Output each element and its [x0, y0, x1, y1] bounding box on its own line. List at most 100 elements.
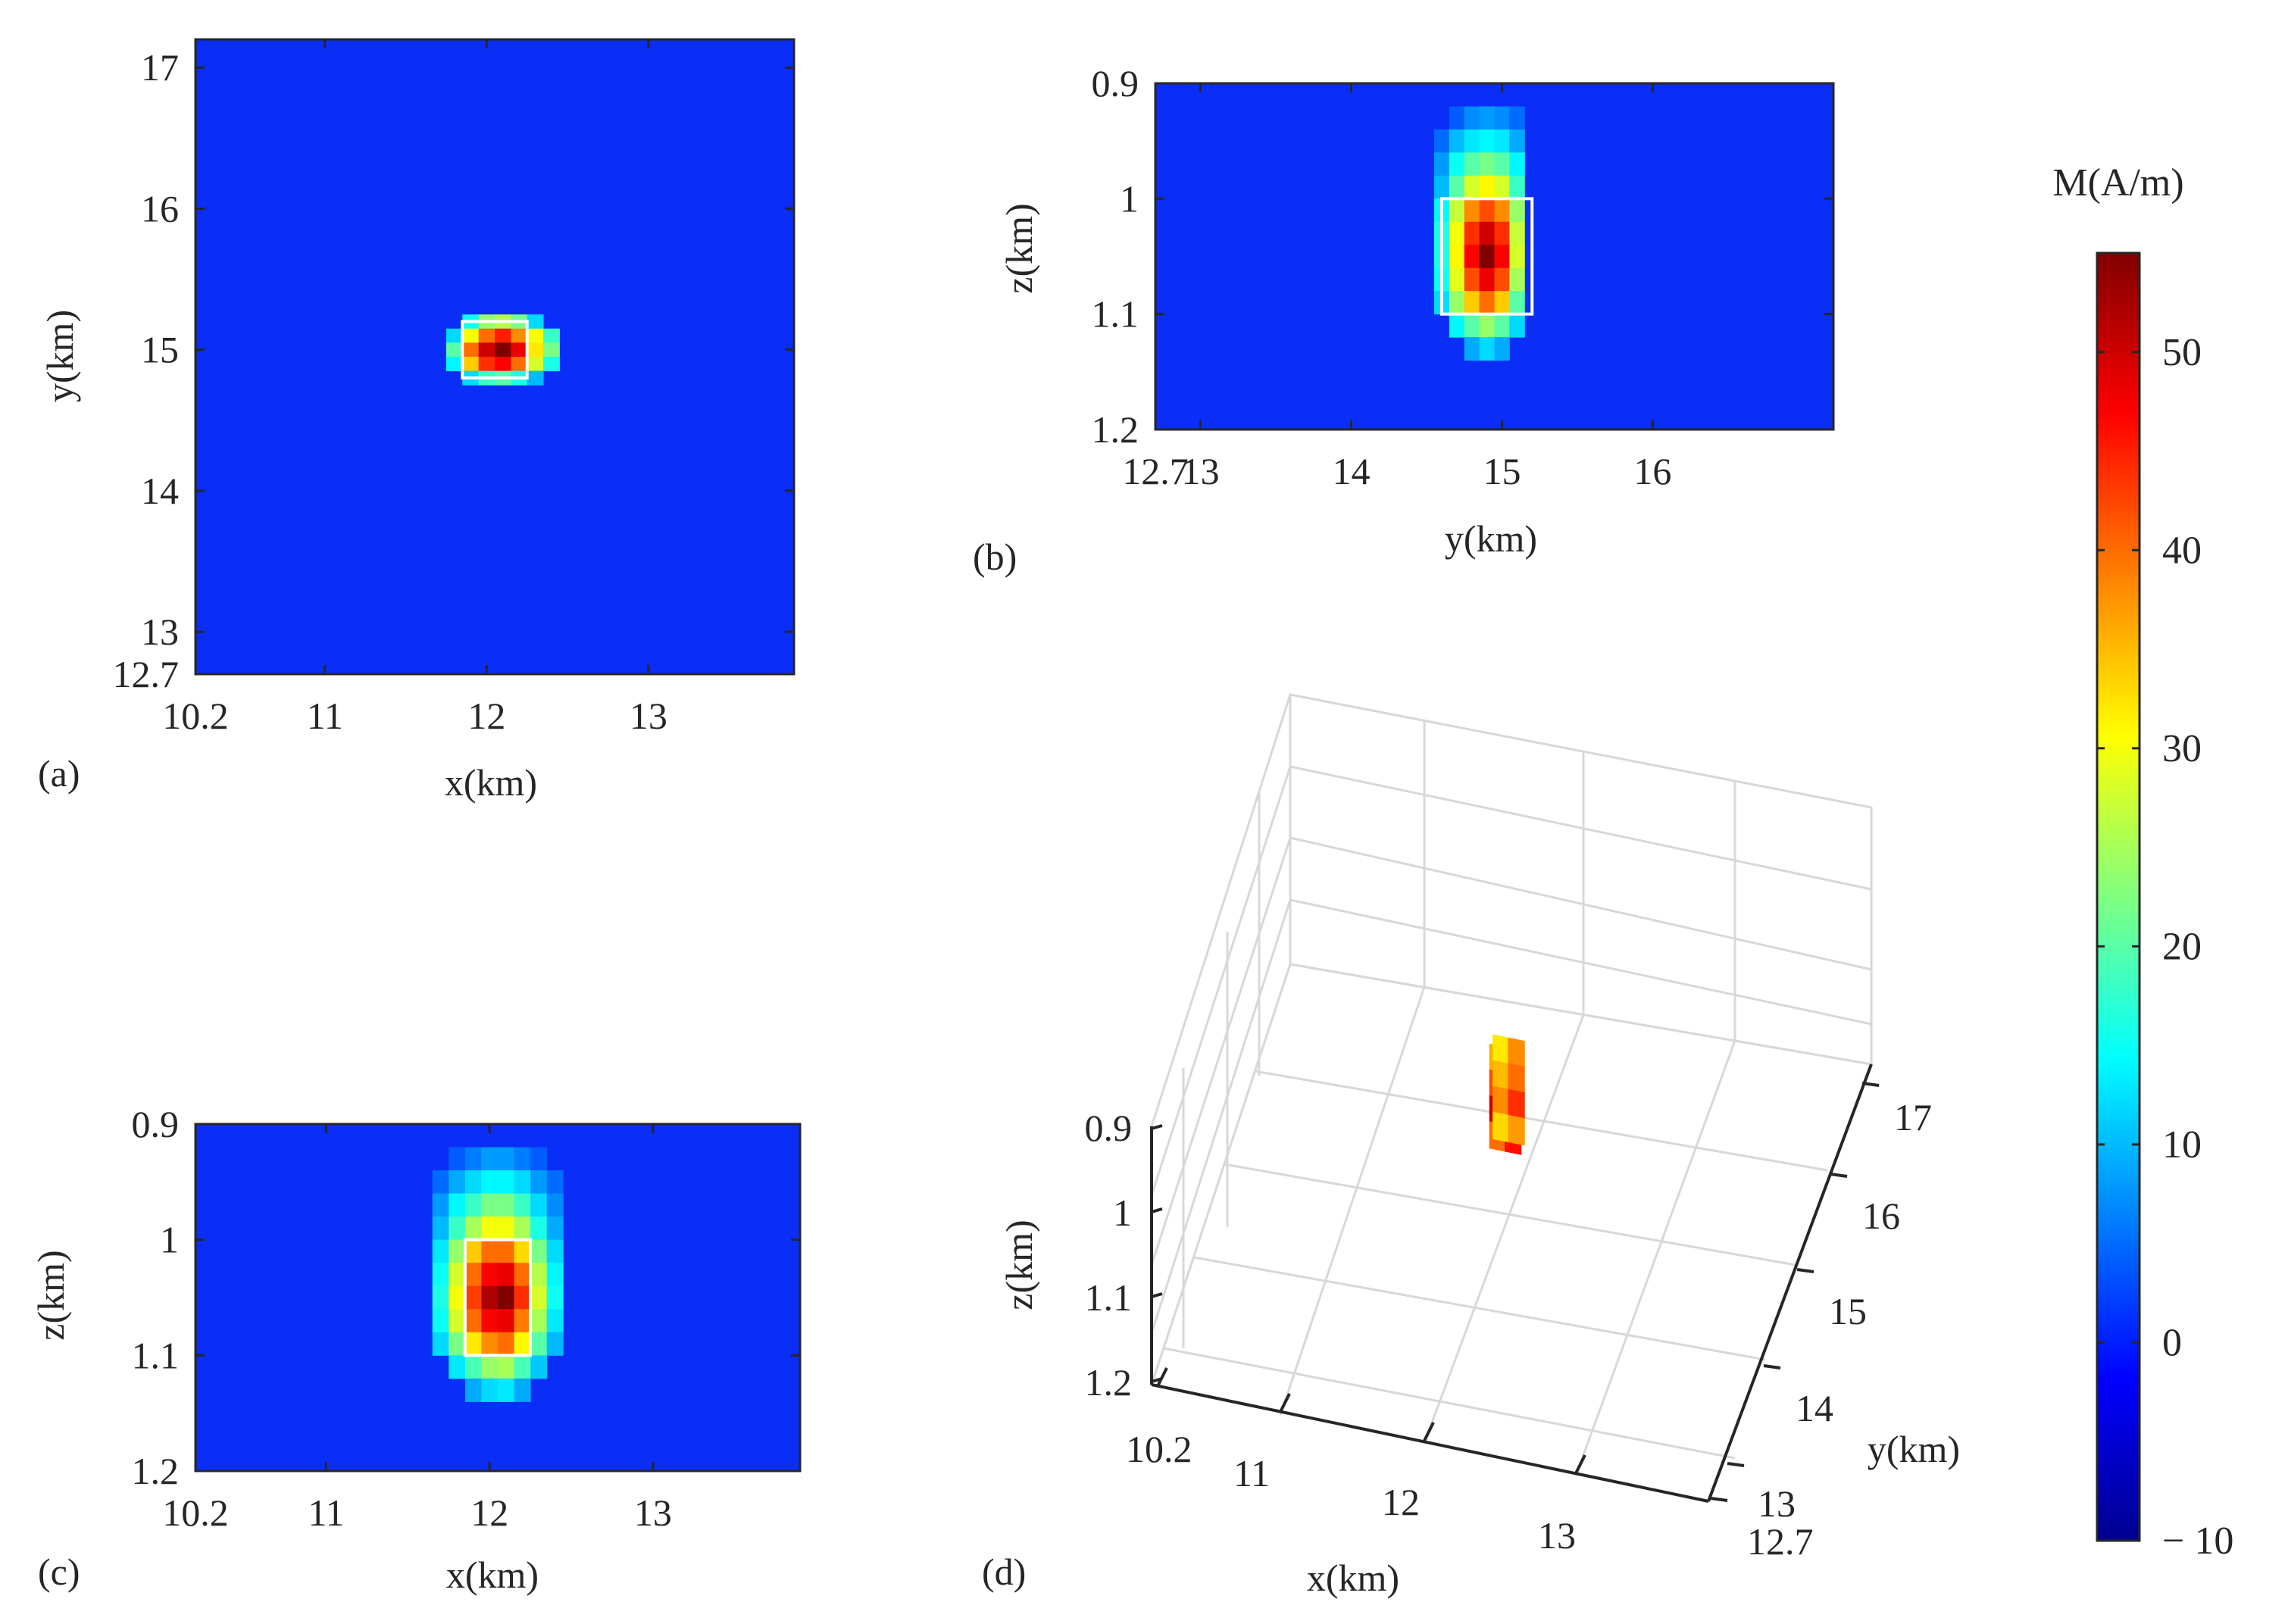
panel-c-ytick-label: 1.1	[132, 1334, 180, 1376]
panel-d-grid-line	[1163, 1347, 1736, 1460]
panel-c-cell	[514, 1378, 531, 1402]
panel-b-cell	[1479, 291, 1495, 315]
panel-b-cell	[1509, 152, 1525, 176]
panel-b-true-body-box	[1439, 197, 1534, 316]
panel-d-voxel	[1508, 1063, 1525, 1095]
panel-b-cell	[1494, 267, 1510, 292]
panel-c-cell	[530, 1309, 548, 1333]
panel-d-voxel	[1508, 1037, 1525, 1069]
panel-d-ytick-mark	[1796, 1268, 1814, 1273]
panel-c-cell	[432, 1332, 449, 1356]
panel-d-grid-line	[1574, 1040, 1736, 1476]
panel-b-cell	[1449, 106, 1465, 130]
panel-d-label: (d)	[982, 1551, 1026, 1593]
panel-c-cell	[498, 1378, 515, 1402]
panel-b-cell	[1494, 291, 1510, 315]
panel-b-xticks: 12.713 14 15 16	[1122, 83, 1671, 492]
panel-a-xtick-label: 12	[467, 695, 505, 737]
panel-d-xtick-mark	[1423, 1422, 1435, 1441]
panel-c-cell	[464, 1263, 482, 1287]
panel-b-cell	[1509, 198, 1525, 223]
panel-d-xticks	[1156, 1367, 1586, 1474]
panel-d-xtick-mark	[1156, 1367, 1168, 1387]
panel-c: 10.2 11 12 13 0.9 1 1.1 1.2 x(km) z(km) (c)	[30, 1103, 802, 1596]
panel-c-cell	[449, 1170, 466, 1195]
panel-d-grid-line	[1289, 898, 1872, 1026]
panel-c-cell	[481, 1378, 499, 1402]
panel-a-cell	[495, 357, 511, 372]
panel-c-yticks: 0.9 1 1.1 1.2	[132, 1103, 800, 1492]
panel-c-cell	[464, 1355, 482, 1379]
panel-b-cell	[1449, 175, 1465, 199]
colorbar-tick-label: 20	[2162, 925, 2202, 968]
panel-a-xticks: 10.2 11 12 13	[162, 39, 667, 737]
panel-d-ztick-mark	[1151, 1292, 1163, 1298]
panel-c-label: (c)	[38, 1551, 80, 1593]
panel-c-cell	[514, 1355, 531, 1379]
panel-c-cell	[481, 1239, 499, 1263]
panel-a-cells	[445, 314, 560, 386]
colorbar-tick-label: 0	[2162, 1321, 2182, 1364]
panel-a-cell	[527, 314, 544, 329]
panel-c-cell	[514, 1216, 531, 1241]
panel-a-ytick-label: 13	[141, 611, 179, 653]
panel-b-cell	[1464, 221, 1480, 245]
panel-c-cell	[498, 1193, 515, 1217]
panel-d-ztick-mark	[1151, 1124, 1163, 1130]
panel-d-ytick-label: 13	[1758, 1482, 1796, 1525]
panel-d-ylabel: y(km)	[1868, 1428, 1960, 1470]
panel-d-y-axis	[1707, 1063, 1873, 1502]
panel-d-grid-line	[1150, 766, 1292, 1196]
panel-a-xtick-label: 13	[630, 695, 667, 737]
panel-c-cell	[449, 1332, 466, 1356]
panel-b-cell	[1449, 198, 1465, 223]
panel-c-cell	[514, 1170, 531, 1195]
panel-d-ytick-mark	[1710, 1497, 1728, 1502]
panel-d-ytick-label: 12.7	[1747, 1520, 1814, 1563]
panel-d-ytick-label: 16	[1862, 1195, 1900, 1237]
colorbar-tick-label: 10	[2162, 1123, 2202, 1166]
panel-b-cell	[1479, 267, 1495, 292]
panel-c-cell	[432, 1239, 449, 1263]
panel-c-cell	[481, 1332, 499, 1356]
panel-a-cell	[511, 328, 528, 343]
panel-c-cell	[481, 1170, 499, 1195]
panel-c-cell	[498, 1147, 515, 1171]
panel-b-cell	[1449, 221, 1465, 245]
panel-a-cell	[445, 342, 463, 358]
panel-d-ytick-mark	[1830, 1173, 1848, 1178]
panel-d-ztick-label: 1.2	[1085, 1361, 1133, 1404]
panel-c-ytick-label: 1.2	[132, 1450, 180, 1492]
panel-c-cell	[498, 1263, 515, 1287]
panel-b-cell	[1464, 175, 1480, 199]
panel-b-yticks: 0.9 1 1.1 1.2	[1092, 62, 1833, 451]
panel-b-cell	[1509, 267, 1525, 292]
panel-c-cell	[498, 1239, 515, 1263]
panel-c-cell	[481, 1285, 499, 1310]
panel-b-cell	[1494, 221, 1510, 245]
panel-a-cell	[462, 357, 480, 372]
panel-d-ytick-label: 15	[1829, 1290, 1867, 1332]
panel-b: 12.713 14 15 16 0.9 1 1.1 1.2 y(km) z(km) (b)	[973, 62, 1835, 578]
panel-d-grid-line	[1150, 837, 1292, 1266]
panel-c-cell	[481, 1355, 499, 1379]
panel-b-cell	[1449, 245, 1465, 269]
panel-c-cell	[449, 1193, 466, 1217]
panel-b-cell	[1494, 337, 1510, 361]
panel-c-cell	[432, 1170, 449, 1195]
panel-d-xtick-mark	[1279, 1393, 1291, 1413]
panel-b-cell	[1494, 129, 1510, 153]
panel-b-cell	[1464, 152, 1480, 176]
panel-b-cell	[1479, 106, 1495, 130]
panel-d-x-axis	[1151, 1383, 1709, 1503]
panel-b-cell	[1433, 175, 1450, 199]
panel-b-cell	[1433, 152, 1450, 176]
panel-a-cell	[527, 328, 544, 343]
panel-d-xtick-label: 12	[1382, 1481, 1420, 1523]
panel-c-cell	[530, 1332, 548, 1356]
panel-b-cell	[1479, 129, 1495, 153]
panel-d-yticks	[1710, 1082, 1880, 1502]
panel-d-grid-line	[1423, 1014, 1585, 1444]
panel-c-cell	[546, 1263, 564, 1287]
